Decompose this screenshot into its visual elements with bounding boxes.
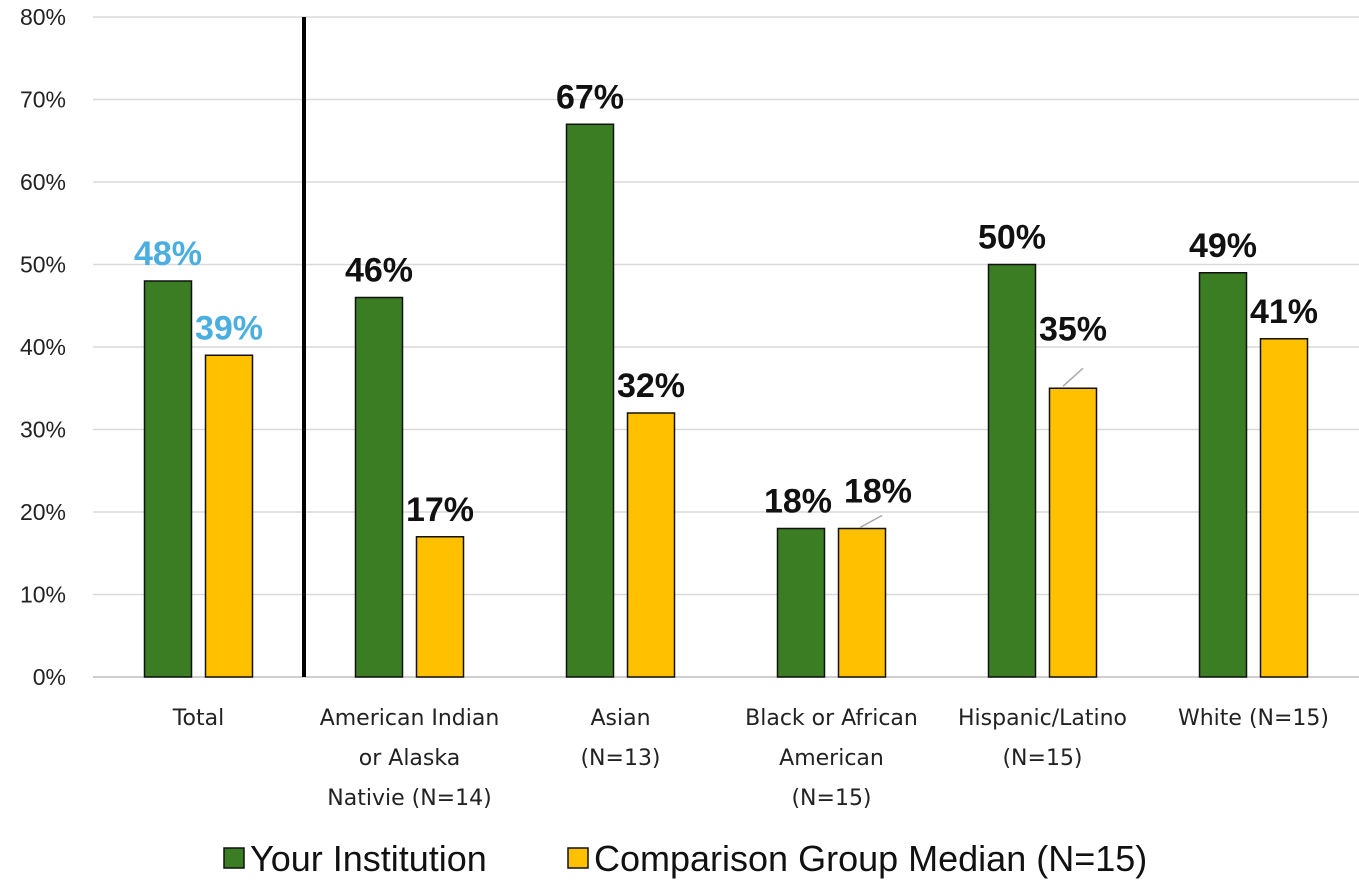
bar — [1198, 272, 1248, 678]
bar — [143, 280, 193, 678]
y-axis-ticks: 0% 10% 20% 30% 40% 50% 60% 70% 80% — [20, 4, 66, 690]
y-tick-label: 60% — [20, 169, 66, 195]
data-label: 46% — [345, 252, 413, 290]
legend-swatch — [567, 847, 589, 869]
y-tick-label: 40% — [20, 334, 66, 360]
bar — [565, 123, 615, 678]
bars — [143, 17, 1309, 678]
data-label: 48% — [134, 235, 202, 273]
category-label: American — [779, 746, 884, 771]
category-label: or Alaska — [359, 746, 460, 771]
category-label: (N=15) — [791, 786, 871, 811]
data-label: 50% — [978, 219, 1046, 257]
bar — [204, 354, 254, 678]
bar — [837, 527, 887, 678]
bar — [987, 263, 1037, 678]
data-label: 18% — [764, 483, 832, 521]
y-tick-label: 70% — [20, 87, 66, 113]
category-label: Total — [172, 706, 224, 731]
y-tick-label: 0% — [33, 664, 66, 690]
gridlines — [93, 16, 1359, 678]
data-label: 49% — [1189, 227, 1257, 265]
leader-line — [859, 514, 883, 529]
category-label: White (N=15) — [1178, 706, 1329, 731]
bar — [415, 536, 465, 678]
y-tick-label: 20% — [20, 499, 66, 525]
data-label: 17% — [406, 491, 474, 529]
bar — [354, 296, 404, 678]
category-label: Hispanic/Latino — [958, 706, 1127, 731]
data-label: 35% — [1039, 310, 1107, 348]
bar — [776, 527, 826, 678]
category-label: Black or African — [745, 706, 918, 731]
bar — [1048, 387, 1098, 678]
data-label: 67% — [556, 78, 624, 116]
category-label: Asian — [590, 706, 650, 731]
data-label: 41% — [1250, 293, 1318, 331]
y-tick-label: 80% — [20, 4, 66, 30]
bar — [626, 412, 676, 678]
category-label: (N=15) — [1002, 746, 1082, 771]
y-tick-label: 30% — [20, 417, 66, 443]
data-label: 18% — [844, 473, 912, 511]
data-labels: 48% 46% 67% 18% 50% 49% 39% 17% 32% 18% 35% 41% — [134, 78, 1318, 529]
y-tick-label: 10% — [20, 582, 66, 608]
data-label: 39% — [195, 309, 263, 347]
category-label: Nativie (N=14) — [327, 786, 491, 811]
category-label: American Indian — [320, 706, 500, 731]
leader-line — [1062, 367, 1084, 387]
category-labels: Total American Indian or Alaska Nativie (N=… — [172, 706, 1329, 811]
legend: Your Institution Comparison Group Median … — [223, 838, 1147, 879]
y-tick-label: 50% — [20, 252, 66, 278]
legend-label: Comparison Group Median (N=15) — [594, 838, 1147, 879]
bar — [1259, 338, 1309, 678]
category-label: (N=13) — [580, 746, 660, 771]
data-label: 32% — [617, 367, 685, 405]
legend-label: Your Institution — [250, 838, 487, 879]
legend-swatch — [223, 847, 245, 869]
